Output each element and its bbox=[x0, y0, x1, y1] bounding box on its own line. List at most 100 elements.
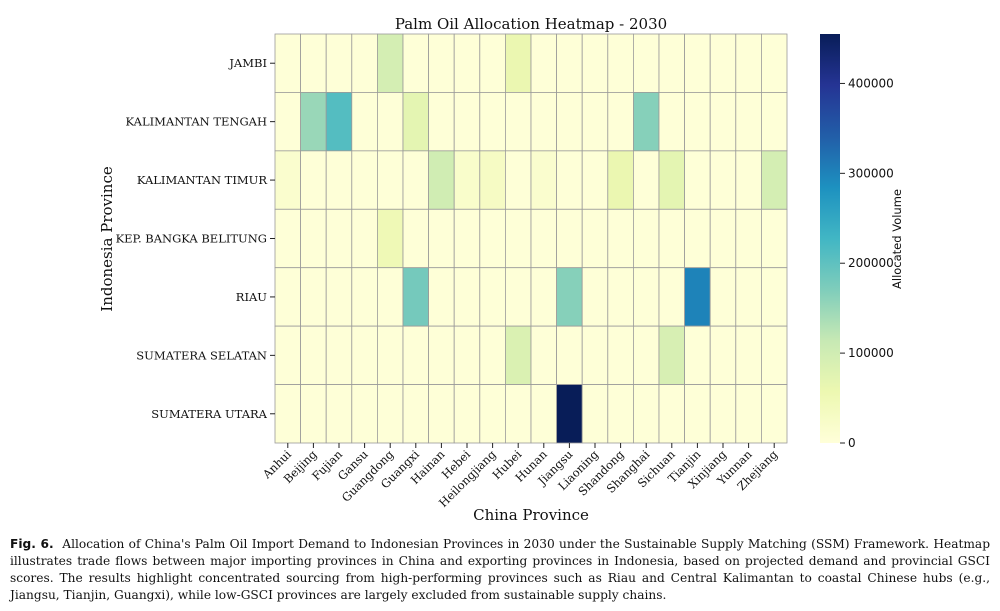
heatmap-cell bbox=[274, 384, 302, 444]
heatmap-cell bbox=[504, 325, 532, 385]
y-tick-label: JAMBI bbox=[228, 56, 267, 70]
heatmap-cell bbox=[556, 267, 583, 327]
y-tick-label: KALIMANTAN TENGAH bbox=[126, 115, 267, 129]
heatmap-cell bbox=[428, 33, 455, 93]
heatmap-cell bbox=[300, 267, 327, 327]
heatmap-cell bbox=[633, 150, 660, 210]
heatmap-cell bbox=[300, 92, 327, 152]
heatmap-cell bbox=[325, 384, 353, 444]
heatmap-cell bbox=[556, 384, 583, 444]
heatmap-cells bbox=[274, 33, 788, 444]
heatmap-cell bbox=[351, 384, 378, 444]
heatmap-cell bbox=[325, 267, 353, 327]
heatmap-cell bbox=[709, 267, 737, 327]
heatmap-cell bbox=[325, 92, 353, 152]
heatmap-cell bbox=[735, 150, 762, 210]
heatmap-cell bbox=[658, 267, 686, 327]
heatmap-cell bbox=[607, 33, 634, 93]
heatmap-cell bbox=[658, 325, 686, 385]
heatmap-cell bbox=[428, 384, 455, 444]
heatmap-cell bbox=[428, 267, 455, 327]
heatmap-cell bbox=[453, 150, 481, 210]
heatmap-cell bbox=[607, 384, 634, 444]
heatmap-cell bbox=[376, 150, 404, 210]
heatmap-cell bbox=[402, 267, 430, 327]
heatmap-cell bbox=[761, 33, 788, 93]
heatmap-cell bbox=[530, 267, 558, 327]
heatmap-cell bbox=[504, 208, 532, 269]
heatmap-cell bbox=[300, 325, 327, 385]
heatmap-cell bbox=[633, 325, 660, 385]
heatmap-cell bbox=[479, 267, 506, 327]
heatmap-cell bbox=[684, 267, 711, 327]
heatmap-cell bbox=[581, 208, 609, 269]
heatmap-cell bbox=[684, 150, 711, 210]
x-tick-labels: AnhuiBeijingFujianGansuGuangdongGuangxiH… bbox=[259, 443, 781, 510]
heatmap-cell bbox=[479, 33, 506, 93]
heatmap-cell bbox=[735, 33, 762, 93]
heatmap-cell bbox=[581, 325, 609, 385]
heatmap-cell bbox=[633, 384, 660, 444]
heatmap-cell bbox=[761, 325, 788, 385]
heatmap-cell bbox=[479, 325, 506, 385]
heatmap-cell bbox=[300, 150, 327, 210]
heatmap-cell bbox=[376, 384, 404, 444]
heatmap-cell bbox=[402, 92, 430, 152]
heatmap-cell bbox=[376, 92, 404, 152]
heatmap-cell bbox=[274, 208, 302, 269]
heatmap-cell bbox=[274, 325, 302, 385]
y-tick-label: SUMATERA UTARA bbox=[151, 407, 267, 421]
y-tick-label: SUMATERA SELATAN bbox=[136, 348, 267, 362]
heatmap-cell bbox=[581, 92, 609, 152]
heatmap-cell bbox=[709, 325, 737, 385]
heatmap-cell bbox=[453, 92, 481, 152]
heatmap-cell bbox=[761, 384, 788, 444]
colorbar-tick-label: 100000 bbox=[848, 346, 894, 360]
heatmap-cell bbox=[633, 208, 660, 269]
heatmap-cell bbox=[530, 33, 558, 93]
colorbar-tick-label: 200000 bbox=[848, 256, 894, 270]
heatmap-cell bbox=[274, 33, 302, 93]
figure-label: Fig. 6. bbox=[10, 537, 54, 551]
heatmap-cell bbox=[761, 92, 788, 152]
heatmap-cell bbox=[376, 267, 404, 327]
heatmap-cell bbox=[530, 208, 558, 269]
heatmap-cell bbox=[274, 267, 302, 327]
heatmap-cell bbox=[376, 325, 404, 385]
heatmap-cell bbox=[658, 33, 686, 93]
heatmap-cell bbox=[453, 208, 481, 269]
heatmap-cell bbox=[607, 92, 634, 152]
y-axis-title: Indonesia Province bbox=[98, 166, 116, 312]
heatmap-cell bbox=[581, 150, 609, 210]
x-axis-title: China Province bbox=[473, 506, 589, 524]
heatmap-cell bbox=[300, 208, 327, 269]
heatmap-cell bbox=[479, 208, 506, 269]
heatmap-cell bbox=[274, 92, 302, 152]
heatmap-cell bbox=[504, 267, 532, 327]
heatmap-cell bbox=[504, 92, 532, 152]
heatmap-cell bbox=[402, 33, 430, 93]
heatmap-cell bbox=[479, 150, 506, 210]
heatmap-cell bbox=[479, 384, 506, 444]
heatmap-cell bbox=[402, 384, 430, 444]
heatmap-cell bbox=[684, 208, 711, 269]
heatmap-cell bbox=[633, 92, 660, 152]
y-tick-label: RIAU bbox=[236, 290, 268, 304]
heatmap-cell bbox=[735, 208, 762, 269]
heatmap-cell bbox=[428, 150, 455, 210]
chart-title: Palm Oil Allocation Heatmap - 2030 bbox=[395, 15, 667, 33]
heatmap-cell bbox=[274, 150, 302, 210]
heatmap-cell bbox=[633, 33, 660, 93]
heatmap-cell bbox=[351, 33, 378, 93]
heatmap-cell bbox=[633, 267, 660, 327]
heatmap-cell bbox=[453, 267, 481, 327]
heatmap-cell bbox=[658, 208, 686, 269]
heatmap-cell bbox=[428, 208, 455, 269]
y-tick-label: KEP. BANGKA BELITUNG bbox=[116, 232, 267, 246]
y-tick-labels: JAMBI KALIMANTAN TENGAH KALIMANTAN TIMUR KE… bbox=[116, 56, 275, 421]
heatmap-cell bbox=[556, 92, 583, 152]
heatmap-cell bbox=[351, 325, 378, 385]
heatmap-cell bbox=[325, 33, 353, 93]
heatmap-cell bbox=[530, 325, 558, 385]
heatmap-cell bbox=[735, 267, 762, 327]
